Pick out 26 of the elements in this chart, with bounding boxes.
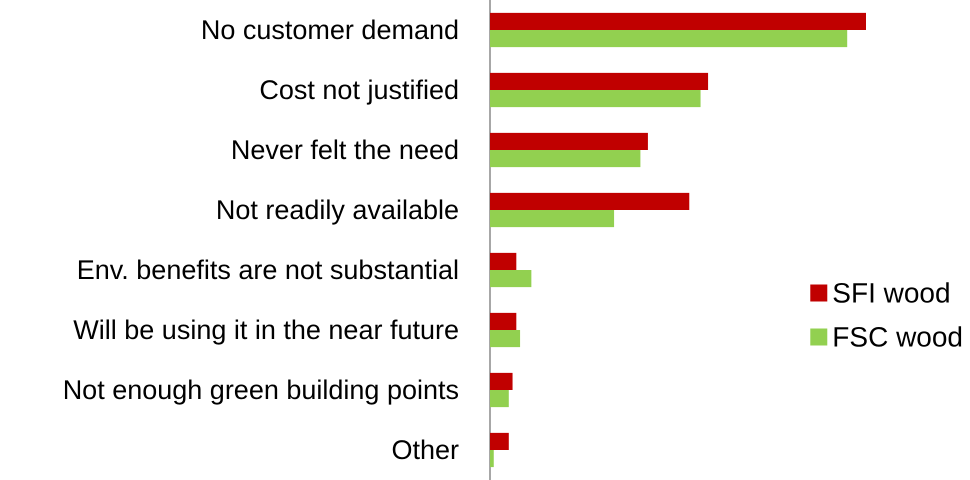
y-tick-label: Will be using it in the near future xyxy=(73,315,459,345)
bar xyxy=(490,252,516,270)
y-tick-label: Cost not justified xyxy=(259,75,459,105)
y-tick-label: Never felt the need xyxy=(230,135,459,165)
bar xyxy=(490,270,532,288)
bar xyxy=(490,312,516,330)
bar xyxy=(490,390,509,408)
y-tick-label: Not enough green building points xyxy=(62,375,459,405)
bar xyxy=(490,330,520,348)
bar xyxy=(490,132,648,150)
bar xyxy=(490,12,866,30)
bar xyxy=(490,72,708,90)
bar xyxy=(490,30,848,48)
bar xyxy=(490,372,513,390)
y-tick-label: No customer demand xyxy=(200,15,459,45)
bar xyxy=(490,150,640,168)
legend-label: FSC wood xyxy=(832,322,963,352)
legend-label: SFI wood xyxy=(832,278,951,308)
y-tick-label: Other xyxy=(391,435,460,465)
y-tick-label: Env. benefits are not substantial xyxy=(76,255,459,285)
bar xyxy=(490,432,509,450)
bar xyxy=(490,210,614,228)
bar xyxy=(490,90,701,108)
bar xyxy=(490,192,690,210)
y-tick-label: Not readily available xyxy=(216,195,459,225)
bar xyxy=(490,450,494,468)
